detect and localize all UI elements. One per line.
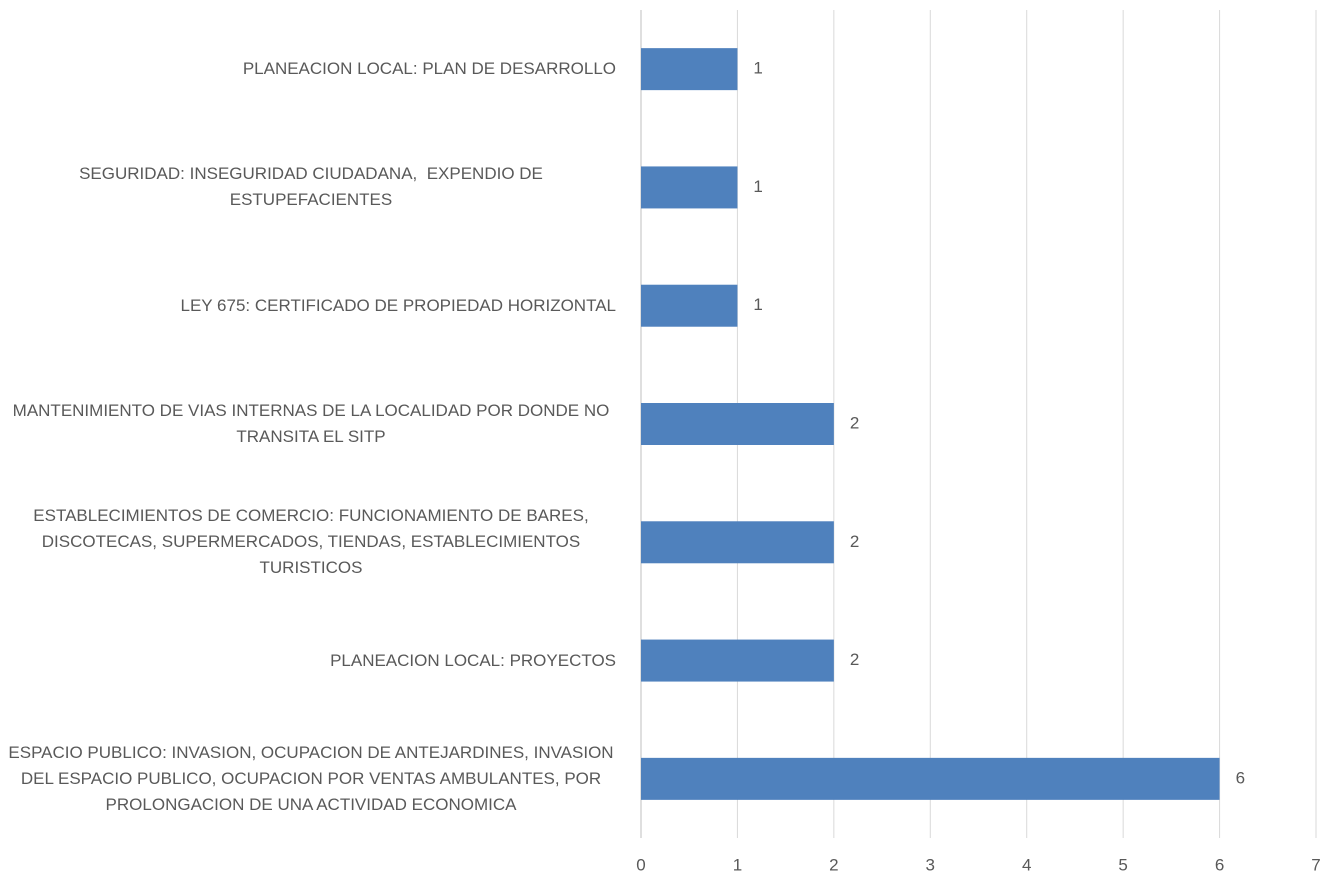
category-label-box: LEY 675: CERTIFICADO DE PROPIEDAD HORIZO…	[0, 293, 617, 319]
category-label-box: ESTABLECIMIENTOS DE COMERCIO: FUNCIONAMI…	[0, 503, 616, 581]
y-tick-label: MANTENIMIENTO DE VIAS INTERNAS DE LA LOC…	[12, 401, 614, 446]
bar	[641, 639, 834, 682]
x-tick-label: 6	[1215, 855, 1224, 874]
bar	[641, 48, 738, 91]
x-tick-label: 3	[926, 855, 935, 874]
bar	[641, 166, 738, 209]
bar	[641, 403, 834, 445]
data-label: 2	[850, 532, 859, 551]
x-tick-label: 0	[636, 855, 645, 874]
y-tick-label: ESTABLECIMIENTOS DE COMERCIO: FUNCIONAMI…	[33, 506, 594, 578]
data-label: 1	[753, 295, 762, 314]
bar	[641, 284, 738, 327]
category-label-box: ESPACIO PUBLICO: INVASION, OCUPACION DE …	[0, 740, 616, 818]
data-label: 1	[753, 59, 762, 78]
x-tick-label: 4	[1022, 855, 1031, 874]
category-label-box: SEGURIDAD: INSEGURIDAD CIUDADANA, EXPEND…	[0, 161, 616, 213]
category-label-box: PLANEACION LOCAL: PLAN DE DESARROLLO	[0, 56, 616, 82]
x-tick-label: 2	[829, 855, 838, 874]
data-label: 1	[753, 177, 762, 196]
y-tick-label: ESPACIO PUBLICO: INVASION, OCUPACION DE …	[8, 742, 619, 814]
y-tick-label: PLANEACION LOCAL: PLAN DE DESARROLLO	[242, 59, 616, 79]
x-tick-label: 7	[1311, 855, 1320, 874]
category-label-box: MANTENIMIENTO DE VIAS INTERNAS DE LA LOC…	[0, 398, 616, 450]
data-label: 2	[850, 413, 859, 432]
bar	[641, 757, 1220, 800]
y-tick-label: SEGURIDAD: INSEGURIDAD CIUDADANA, EXPEND…	[79, 164, 548, 210]
x-tick-label: 1	[733, 855, 742, 874]
y-tick-label: PLANEACION LOCAL: PROYECTOS	[330, 650, 616, 670]
x-tick-label: 5	[1118, 855, 1127, 874]
bar	[641, 521, 834, 564]
data-label: 6	[1236, 768, 1245, 787]
data-label: 2	[850, 650, 859, 669]
category-label-box: PLANEACION LOCAL: PROYECTOS	[0, 648, 616, 674]
y-tick-label: LEY 675: CERTIFICADO DE PROPIEDAD HORIZO…	[180, 295, 617, 315]
